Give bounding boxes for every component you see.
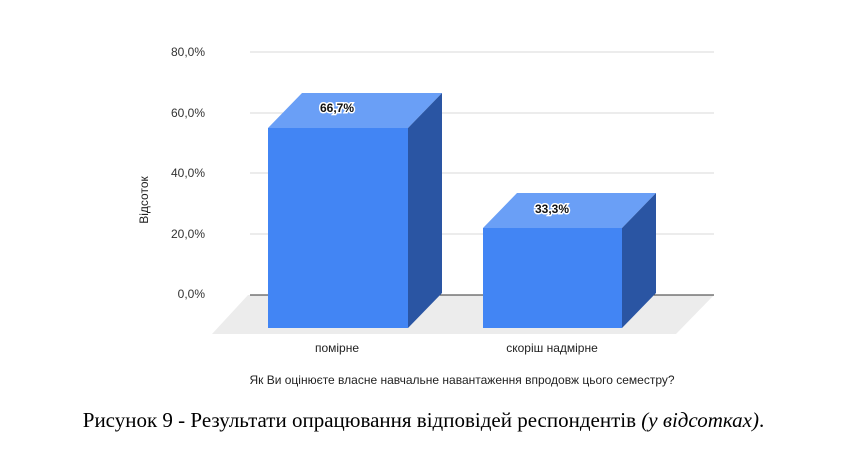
y-tick: 40,0% <box>171 166 205 180</box>
caption-end: . <box>758 408 765 432</box>
bar-value-label: 66,7% <box>320 101 354 115</box>
y-tick: 0,0% <box>178 287 206 301</box>
bar-skorish-nadmirne: 33,3% <box>483 193 656 328</box>
x-axis-label: Як Ви оцінюєте власне навчальне навантаж… <box>249 373 674 387</box>
y-tick: 20,0% <box>171 227 205 241</box>
y-tick: 80,0% <box>171 45 205 59</box>
y-tick: 60,0% <box>171 106 205 120</box>
y-axis-label: Відсоток <box>137 176 151 224</box>
bar-value-label: 33,3% <box>535 202 569 216</box>
bar-chart-3d: 80,0% 60,0% 40,0% 20,0% 0,0% Відсоток 66… <box>137 45 714 387</box>
x-category-label: помірне <box>315 341 359 355</box>
bar-pomirne: 66,7% <box>268 93 442 328</box>
caption-italic: (у відсотках) <box>641 408 759 432</box>
caption-main: Рисунок 9 - Результати опрацювання відпо… <box>82 408 642 432</box>
x-category-label: скоріш надмірне <box>506 341 598 355</box>
figure-caption: Рисунок 9 - Результати опрацювання відпо… <box>0 408 847 433</box>
